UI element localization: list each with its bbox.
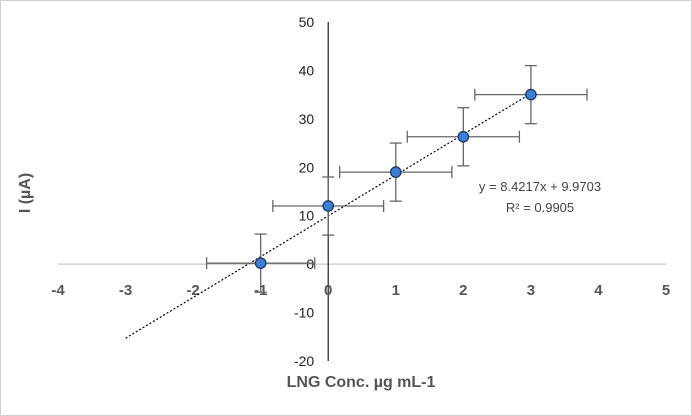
data-point: [457, 130, 470, 143]
x-axis-title: LNG Conc. µg mL-1: [287, 374, 436, 391]
x-tick-label: 3: [527, 282, 535, 299]
x-tick-label: -4: [51, 282, 65, 299]
x-tick-label: 0: [324, 282, 332, 299]
y-tick-label: 30: [299, 111, 315, 127]
x-tick-label: 5: [662, 282, 670, 299]
x-tick-label: -3: [119, 282, 132, 299]
x-tick-label: 2: [459, 282, 467, 299]
equation-label: y = 8.4217x + 9.9703: [479, 179, 601, 194]
y-tick-label: 10: [299, 208, 315, 224]
y-tick-label: 40: [299, 62, 315, 78]
x-tick-label: -2: [186, 282, 199, 299]
data-points: [254, 88, 537, 270]
x-tick-label: 4: [594, 282, 603, 299]
data-point: [525, 88, 537, 101]
data-point: [389, 166, 402, 178]
data-point: [322, 200, 335, 212]
y-tick-label: 0: [306, 256, 314, 272]
r-squared-label: R² = 0.9905: [506, 200, 574, 215]
y-tick-label: -10: [294, 305, 314, 321]
data-point: [254, 257, 267, 270]
y-tick-label: 20: [299, 159, 315, 175]
y-axis-title: I (µA): [17, 173, 34, 213]
y-tick-label: 50: [299, 14, 315, 30]
x-tick-label: 1: [392, 282, 400, 299]
y-tick-label: -20: [294, 353, 314, 369]
